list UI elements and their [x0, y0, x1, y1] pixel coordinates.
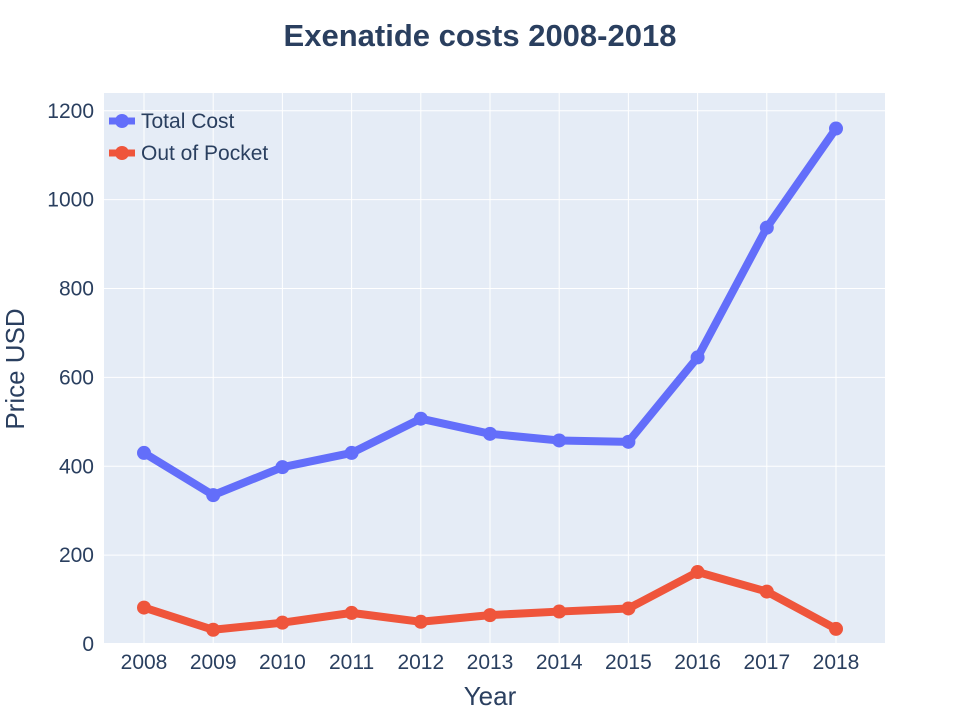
- x-tick-label: 2012: [397, 651, 444, 674]
- legend-item[interactable]: Total Cost: [109, 110, 235, 133]
- data-point: [413, 614, 428, 629]
- data-point: [759, 220, 774, 235]
- data-point: [206, 622, 221, 637]
- legend-swatch-marker: [115, 146, 129, 160]
- y-tick-label: 600: [59, 366, 94, 389]
- y-tick-label: 800: [59, 278, 94, 301]
- data-point: [483, 426, 497, 441]
- data-point: [759, 584, 774, 599]
- data-point: [829, 621, 843, 636]
- x-tick-label: 2015: [605, 651, 652, 674]
- data-point: [552, 604, 567, 619]
- x-tick-label: 2018: [813, 651, 860, 674]
- legend-label: Total Cost: [141, 110, 235, 133]
- x-tick-label: 2017: [743, 651, 790, 674]
- data-point: [344, 605, 359, 620]
- data-point: [829, 121, 843, 136]
- data-point: [137, 600, 151, 615]
- plot-area: [104, 93, 885, 644]
- data-point: [483, 608, 497, 623]
- y-axis-title: Price USD: [0, 308, 30, 429]
- data-point: [275, 460, 290, 475]
- data-point: [413, 411, 428, 426]
- grid-lines: [104, 93, 885, 645]
- data-point: [690, 350, 705, 365]
- x-tick-label: 2016: [674, 651, 721, 674]
- series-layer: [137, 121, 843, 637]
- data-point: [552, 433, 567, 448]
- y-tick-label: 1000: [47, 189, 94, 212]
- legend-item[interactable]: Out of Pocket: [109, 142, 268, 165]
- x-tick-label: 2010: [259, 651, 306, 674]
- y-tick-label: 200: [59, 544, 94, 567]
- data-point: [690, 565, 705, 580]
- y-tick-label: 400: [59, 455, 94, 478]
- x-tick-label: 2014: [536, 651, 583, 674]
- x-tick-label: 2008: [121, 651, 168, 674]
- axis-ticks: 2008 2009 2010 2011 2012 2013 2014 2015 2016 2017…: [47, 100, 859, 674]
- data-point: [344, 445, 359, 460]
- legend[interactable]: Total Cost Out of Pocket: [109, 110, 268, 165]
- data-point: [206, 488, 221, 503]
- y-tick-label: 1200: [47, 100, 94, 123]
- x-axis-title: Year: [464, 681, 517, 711]
- legend-label: Out of Pocket: [141, 142, 268, 165]
- x-tick-label: 2013: [467, 651, 514, 674]
- y-tick-label: 0: [82, 633, 94, 656]
- data-point: [137, 445, 151, 460]
- x-tick-label: 2009: [190, 651, 237, 674]
- data-point: [621, 601, 636, 616]
- data-point: [621, 434, 636, 449]
- legend-swatch-marker: [115, 114, 129, 128]
- data-point: [275, 615, 290, 630]
- chart-title: Exenatide costs 2008-2018: [284, 18, 677, 53]
- x-tick-label: 2011: [329, 651, 374, 674]
